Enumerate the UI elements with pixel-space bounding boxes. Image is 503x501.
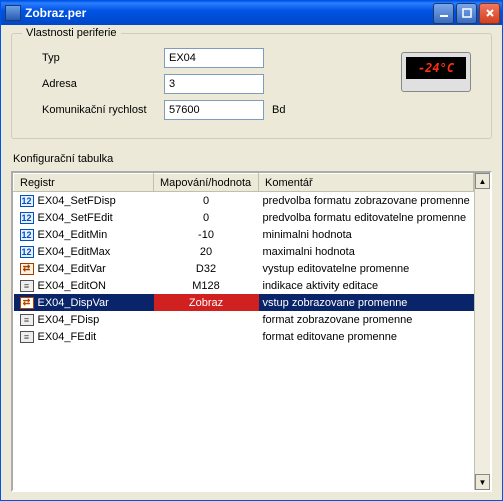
row-type-icon: ≡ (20, 314, 34, 326)
address-label: Adresa (24, 78, 164, 90)
device-image: -24°C (401, 52, 471, 92)
scroll-track[interactable] (475, 189, 490, 474)
table-section-label: Konfigurační tabulka (13, 153, 492, 165)
fieldset-legend: Vlastnosti periferie (22, 27, 121, 39)
comment-text: predvolba formatu zobrazovane promenne (259, 192, 474, 210)
mapping-value: 0 (154, 192, 259, 210)
register-name: EX04_FDisp (38, 314, 100, 326)
titlebar[interactable]: Zobraz.per (1, 1, 502, 25)
register-name: EX04_SetFEdit (38, 212, 113, 224)
speed-unit: Bd (272, 104, 285, 116)
type-input[interactable] (164, 48, 264, 68)
register-name: EX04_EditON (38, 280, 106, 292)
row-speed: Komunikační rychlost Bd (24, 100, 479, 120)
address-input[interactable] (164, 74, 264, 94)
mapping-value: M128 (154, 277, 259, 294)
comment-text: minimalni hodnota (259, 226, 474, 243)
register-name: EX04_EditMax (38, 246, 111, 258)
mapping-value: 20 (154, 243, 259, 260)
window-title: Zobraz.per (25, 6, 433, 20)
row-type-icon: 12 (20, 246, 34, 258)
row-type-icon: 12 (20, 195, 34, 207)
table-row[interactable]: ≡ EX04_FEdit format editovane promenne (14, 328, 474, 345)
app-icon (5, 5, 21, 21)
comment-text: maximalni hodnota (259, 243, 474, 260)
config-table-container: Registr Mapování/hodnota Komentář 12 EX04… (11, 171, 492, 492)
speed-label: Komunikační rychlost (24, 104, 164, 116)
content: Vlastnosti periferie -24°C Typ Adresa Ko… (1, 25, 502, 500)
row-type-icon: 12 (20, 229, 34, 241)
register-name: EX04_SetFDisp (38, 195, 116, 207)
table-row[interactable]: 12 EX04_EditMax 20maximalni hodnota (14, 243, 474, 260)
register-name: EX04_EditVar (38, 263, 106, 275)
register-name: EX04_EditMin (38, 229, 108, 241)
titlebar-buttons (433, 3, 500, 24)
vertical-scrollbar[interactable]: ▲ ▼ (474, 173, 490, 490)
row-type-icon: ⇄ (20, 297, 34, 309)
comment-text: vstup zobrazovane promenne (259, 294, 474, 311)
type-label: Typ (24, 52, 164, 64)
mapping-value: -10 (154, 226, 259, 243)
table-row[interactable]: ≡ EX04_FDisp format zobrazovane promenne (14, 311, 474, 328)
register-name: EX04_DispVar (38, 297, 109, 309)
window: Zobraz.per Vlastnosti periferie -24°C Ty… (0, 0, 503, 501)
scroll-up-button[interactable]: ▲ (475, 173, 490, 189)
comment-text: vystup editovatelne promenne (259, 260, 474, 277)
col-header-comment[interactable]: Komentář (259, 174, 474, 192)
row-type-icon: ≡ (20, 331, 34, 343)
config-table[interactable]: Registr Mapování/hodnota Komentář 12 EX04… (13, 173, 474, 345)
table-row[interactable]: ⇄ EX04_DispVar Zobrazvstup zobrazovane pro… (14, 294, 474, 311)
mapping-value: Zobraz (154, 294, 259, 311)
table-row[interactable]: 12 EX04_EditMin -10minimalni hodnota (14, 226, 474, 243)
mapping-value (154, 311, 259, 328)
mapping-value (154, 328, 259, 345)
properties-fieldset: Vlastnosti periferie -24°C Typ Adresa Ko… (11, 33, 492, 139)
row-type-icon: 12 (20, 212, 34, 224)
device-display: -24°C (406, 57, 466, 79)
comment-text: format editovane promenne (259, 328, 474, 345)
maximize-button[interactable] (456, 3, 477, 24)
table-row[interactable]: 12 EX04_SetFEdit 0predvolba formatu editov… (14, 209, 474, 226)
table-header-row: Registr Mapování/hodnota Komentář (14, 174, 474, 192)
mapping-value: D32 (154, 260, 259, 277)
row-type-icon: ≡ (20, 280, 34, 292)
col-header-mapping[interactable]: Mapování/hodnota (154, 174, 259, 192)
register-name: EX04_FEdit (38, 331, 97, 343)
minimize-button[interactable] (433, 3, 454, 24)
comment-text: indikace aktivity editace (259, 277, 474, 294)
comment-text: predvolba formatu editovatelne promenne (259, 209, 474, 226)
speed-input[interactable] (164, 100, 264, 120)
table-row[interactable]: ≡ EX04_EditON M128indikace aktivity editac… (14, 277, 474, 294)
comment-text: format zobrazovane promenne (259, 311, 474, 328)
table-row[interactable]: 12 EX04_SetFDisp 0predvolba formatu zobraz… (14, 192, 474, 210)
scroll-down-button[interactable]: ▼ (475, 474, 490, 490)
row-type-icon: ⇄ (20, 263, 34, 275)
mapping-value: 0 (154, 209, 259, 226)
table-row[interactable]: ⇄ EX04_EditVar D32vystup editovatelne prom… (14, 260, 474, 277)
col-header-register[interactable]: Registr (14, 174, 154, 192)
close-button[interactable] (479, 3, 500, 24)
